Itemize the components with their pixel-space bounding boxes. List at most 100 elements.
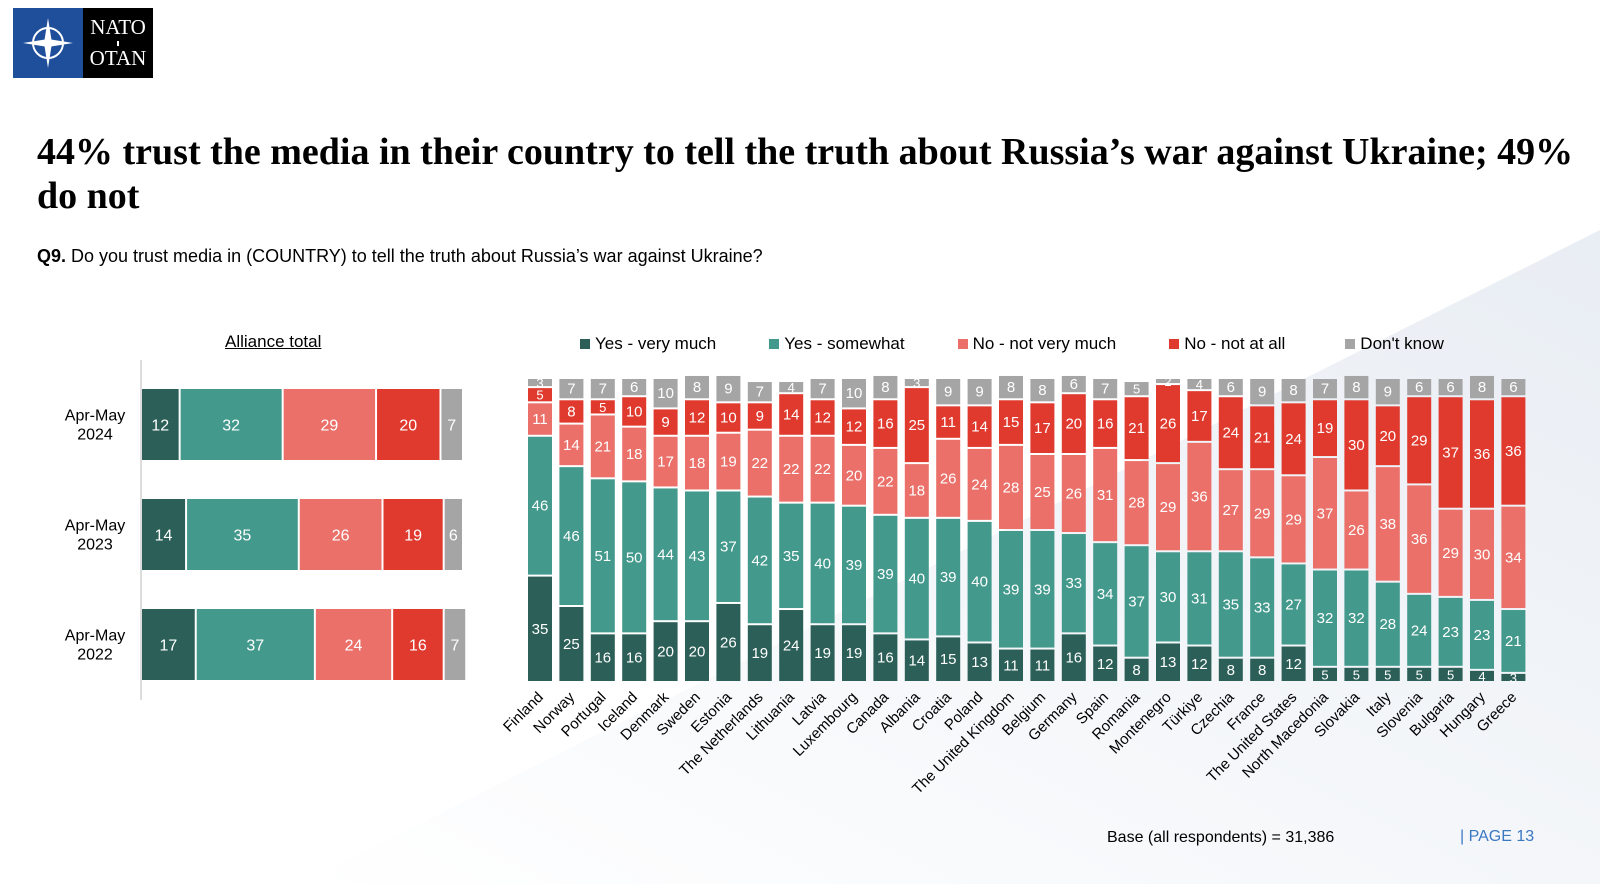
data-label: 35 — [1222, 596, 1239, 613]
bar-segment-yes-somewhat — [1061, 534, 1086, 633]
row-label: Apr-May — [65, 408, 125, 425]
bar-segment-yes-somewhat — [779, 503, 804, 609]
bar-segment-yes-very — [1156, 643, 1180, 681]
bar-segment-yes-very — [142, 609, 195, 680]
legend-swatch — [769, 339, 780, 349]
legend-item-no-not-at-all: No - not at all — [1169, 334, 1285, 354]
data-label: 46 — [532, 498, 549, 515]
legend-item-yes-very: Yes - very much — [580, 334, 716, 354]
nato-logo: NATO OTAN — [13, 8, 153, 78]
bar-segment-yes-very — [142, 389, 179, 460]
bar-segment-dont-know — [904, 379, 929, 387]
data-label: 37 — [1317, 505, 1334, 522]
data-label: 14 — [908, 653, 925, 670]
data-label: 14 — [563, 437, 580, 454]
data-label: 26 — [1065, 486, 1082, 503]
data-label: 19 — [1317, 420, 1334, 437]
data-label: 8 — [693, 379, 701, 396]
data-label: 4 — [1196, 377, 1203, 392]
bar-segment-no-not-very — [1156, 464, 1180, 551]
bar-segment-no-not-at-all — [1124, 397, 1149, 460]
data-label: 3 — [1510, 670, 1517, 685]
data-label: 36 — [1474, 446, 1491, 463]
data-label: 12 — [1097, 656, 1114, 673]
bar-segment-dont-know — [1438, 379, 1463, 396]
bar-segment-no-not-at-all — [1438, 397, 1463, 508]
legend-label: No - not very much — [972, 334, 1117, 353]
bar-segment-no-not-at-all — [590, 400, 615, 414]
bar-segment-no-not-at-all — [1187, 391, 1212, 441]
bar-segment-yes-very — [1250, 658, 1275, 681]
bar-segment-dont-know — [747, 382, 772, 402]
data-label: 20 — [689, 644, 706, 661]
data-label: 36 — [1505, 443, 1522, 460]
bar-segment-dont-know — [685, 375, 709, 399]
bar-segment-dont-know — [967, 379, 992, 405]
bar-segment-dont-know — [779, 382, 804, 393]
bar-segment-no-not-very — [779, 436, 804, 502]
data-label: 28 — [1003, 479, 1020, 496]
bar-segment-yes-somewhat — [1407, 594, 1432, 666]
data-label: 8 — [567, 403, 575, 420]
bar-segment-no-not-very — [1438, 509, 1463, 596]
bar-segment-no-not-very — [1375, 467, 1400, 581]
bar-segment-dont-know — [1124, 382, 1149, 396]
data-label: 17 — [1191, 408, 1208, 425]
data-label: 8 — [1132, 662, 1140, 679]
data-label: 29 — [1285, 511, 1302, 528]
data-label: 35 — [532, 621, 549, 638]
data-label: 29 — [1442, 545, 1459, 562]
bar-segment-no-not-very — [936, 439, 961, 517]
bar-segment-yes-very — [842, 625, 866, 681]
bar-segment-no-not-at-all — [716, 403, 741, 432]
legend-swatch — [1345, 339, 1356, 349]
data-label: 11 — [940, 414, 956, 431]
bar-segment-yes-somewhat — [196, 609, 314, 680]
data-label: 12 — [846, 419, 863, 436]
data-label: 16 — [409, 638, 427, 655]
data-label: 39 — [1003, 581, 1020, 598]
bar-segment-no-not-at-all — [873, 400, 898, 447]
bar-segment-yes-very — [716, 603, 741, 681]
data-label: 8 — [1007, 379, 1015, 396]
bar-segment-yes-somewhat — [1281, 564, 1306, 645]
bar-segment-dont-know — [622, 379, 647, 396]
bar-segment-yes-very — [1438, 667, 1463, 681]
bar-segment-yes-very — [142, 499, 186, 570]
data-label: 6 — [630, 379, 638, 396]
legend-item-yes-somewhat: Yes - somewhat — [769, 334, 905, 354]
data-label: 39 — [1034, 581, 1051, 598]
bar-segment-dont-know — [1375, 379, 1400, 405]
bar-segment-no-not-at-all — [393, 609, 443, 680]
bar-segment-dont-know — [653, 379, 678, 408]
data-label: 37 — [1128, 593, 1145, 610]
data-label: 5 — [1416, 667, 1423, 682]
data-label: 4 — [788, 380, 795, 395]
data-label: 26 — [1160, 416, 1177, 433]
data-label: 22 — [877, 473, 894, 490]
data-label: 6 — [1446, 379, 1454, 396]
data-label: 31 — [1097, 487, 1114, 504]
bar-segment-yes-somewhat — [1375, 582, 1400, 666]
bar-segment-no-not-at-all — [1061, 394, 1086, 453]
bar-segment-yes-somewhat — [653, 488, 678, 621]
bar-segment-dont-know — [1470, 375, 1494, 399]
data-label: 40 — [814, 555, 831, 572]
bar-segment-yes-very — [999, 649, 1023, 681]
bar-segment-no-not-very — [842, 445, 866, 505]
data-label: 17 — [657, 454, 674, 471]
bar-segment-yes-very — [1124, 658, 1149, 681]
data-label: 42 — [751, 552, 768, 569]
chart-legend: Yes - very much Yes - somewhat No - not … — [580, 334, 1444, 354]
base-note: Base (all respondents) = 31,386 — [1107, 829, 1335, 846]
data-label: 18 — [908, 482, 925, 499]
data-label: 37 — [1442, 444, 1459, 461]
bar-segment-yes-somewhat — [1250, 558, 1275, 657]
bar-segment-yes-very — [779, 610, 804, 681]
data-label: 19 — [846, 645, 863, 662]
bar-segment-yes-very — [685, 622, 709, 681]
bar-segment-yes-very — [967, 643, 992, 681]
data-label: 14 — [783, 406, 800, 423]
data-label: 39 — [940, 569, 957, 586]
bar-segment-dont-know — [1093, 379, 1118, 399]
